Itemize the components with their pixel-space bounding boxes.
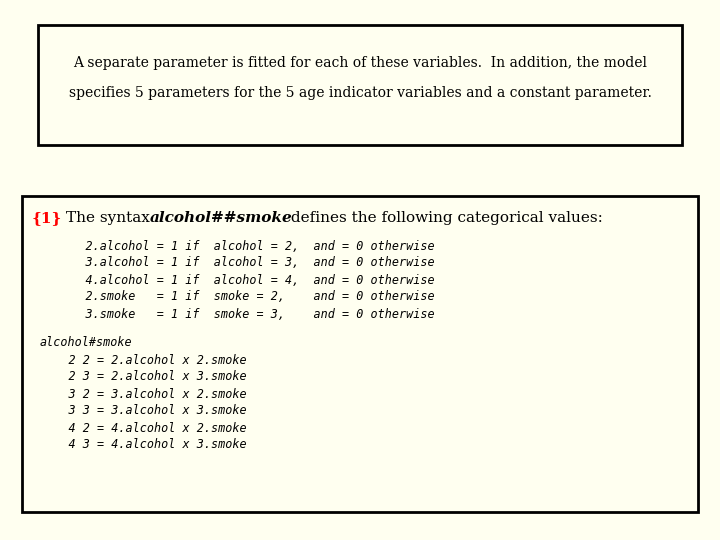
Text: 3.smoke   = 1 if  smoke = 3,    and = 0 otherwise: 3.smoke = 1 if smoke = 3, and = 0 otherw…: [57, 307, 435, 321]
Text: The syntax: The syntax: [66, 211, 155, 225]
Text: alcohol#smoke: alcohol#smoke: [40, 336, 132, 349]
Text: defines the following categorical values:: defines the following categorical values…: [286, 211, 603, 225]
Text: 3 3 = 3.alcohol x 3.smoke: 3 3 = 3.alcohol x 3.smoke: [40, 404, 247, 417]
FancyBboxPatch shape: [38, 25, 682, 145]
Text: 4 3 = 4.alcohol x 3.smoke: 4 3 = 4.alcohol x 3.smoke: [40, 438, 247, 451]
FancyBboxPatch shape: [22, 196, 698, 512]
Text: 3.alcohol = 1 if  alcohol = 3,  and = 0 otherwise: 3.alcohol = 1 if alcohol = 3, and = 0 ot…: [57, 256, 435, 269]
Text: A separate parameter is fitted for each of these variables.  In addition, the mo: A separate parameter is fitted for each …: [73, 56, 647, 70]
Text: 2 3 = 2.alcohol x 3.smoke: 2 3 = 2.alcohol x 3.smoke: [40, 370, 247, 383]
Text: 4 2 = 4.alcohol x 2.smoke: 4 2 = 4.alcohol x 2.smoke: [40, 422, 247, 435]
Text: alcohol##smoke: alcohol##smoke: [150, 211, 293, 225]
Text: specifies 5 parameters for the 5 age indicator variables and a constant paramete: specifies 5 parameters for the 5 age ind…: [68, 86, 652, 100]
Text: 3 2 = 3.alcohol x 2.smoke: 3 2 = 3.alcohol x 2.smoke: [40, 388, 247, 401]
Text: 2.alcohol = 1 if  alcohol = 2,  and = 0 otherwise: 2.alcohol = 1 if alcohol = 2, and = 0 ot…: [57, 240, 435, 253]
Text: 2 2 = 2.alcohol x 2.smoke: 2 2 = 2.alcohol x 2.smoke: [40, 354, 247, 367]
Text: {1}: {1}: [32, 211, 63, 225]
Text: 4.alcohol = 1 if  alcohol = 4,  and = 0 otherwise: 4.alcohol = 1 if alcohol = 4, and = 0 ot…: [57, 273, 435, 287]
Text: 2.smoke   = 1 if  smoke = 2,    and = 0 otherwise: 2.smoke = 1 if smoke = 2, and = 0 otherw…: [57, 291, 435, 303]
